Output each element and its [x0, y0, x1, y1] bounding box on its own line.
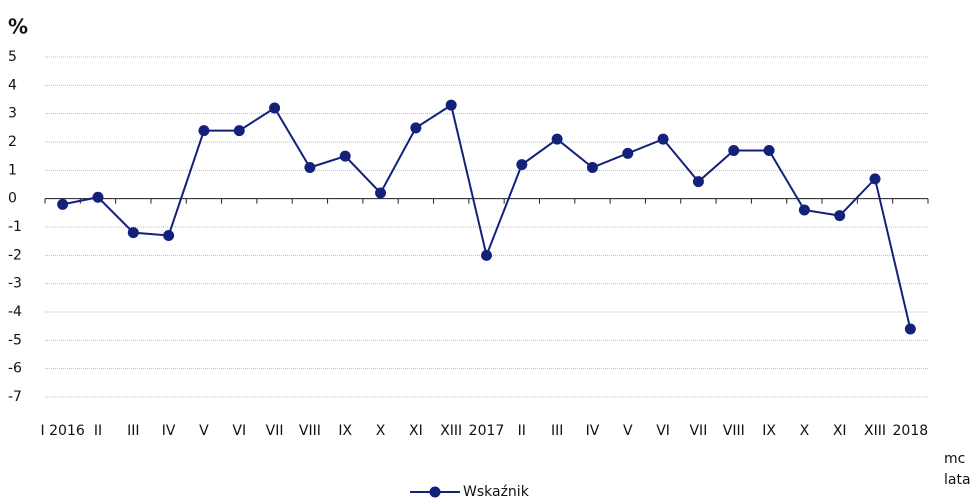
y-tick-label: 1: [8, 162, 17, 178]
point: [445, 99, 457, 111]
x-tick-label: XI: [409, 423, 423, 439]
x-tick-label: IV: [162, 423, 176, 439]
point: [410, 122, 422, 134]
y-tick-label: 0: [8, 191, 17, 207]
point: [622, 147, 634, 159]
x-axis-label: lata: [944, 472, 971, 488]
x-tick-label: XI: [833, 423, 847, 439]
x-tick-label: VI: [656, 423, 670, 439]
point: [798, 204, 810, 216]
x-axis-label: mc: [944, 451, 965, 467]
x-tick-label: I 2016: [41, 423, 85, 439]
point: [92, 191, 104, 203]
y-tick-label: 5: [8, 49, 17, 65]
point: [728, 145, 740, 156]
x-tick-label: II: [94, 423, 102, 439]
point: [692, 176, 704, 188]
y-tick-label: -4: [8, 304, 22, 320]
x-tick-label: VIII: [299, 423, 321, 439]
point: [198, 125, 210, 137]
point: [339, 150, 351, 162]
x-tick-label: VI: [232, 423, 246, 439]
x-tick-label: 2017: [469, 423, 505, 439]
x-tick-label: IV: [586, 423, 600, 439]
x-tick-label: 2018: [893, 423, 929, 439]
y-tick-label: 3: [8, 106, 17, 122]
x-tick-label: V: [623, 423, 633, 439]
x-tick-label: VII: [689, 423, 707, 439]
x-tick-label: VII: [266, 423, 284, 439]
x-tick-label: XIII: [440, 423, 462, 439]
point: [163, 230, 175, 241]
point: [375, 187, 387, 199]
point: [127, 227, 139, 239]
line: [62, 103, 912, 330]
point: [516, 159, 528, 171]
legend-marker: [429, 486, 441, 498]
x-tick-label: III: [127, 423, 139, 439]
point: [657, 133, 669, 145]
point: [304, 162, 316, 173]
y-axis-label: %: [8, 15, 28, 39]
point: [763, 145, 775, 156]
point: [869, 173, 881, 185]
point: [269, 102, 281, 114]
x-tick-label: XIII: [864, 423, 886, 439]
x-tick-label: II: [518, 423, 526, 439]
y-tick-label: -6: [8, 361, 22, 377]
point: [586, 162, 598, 173]
y-tick-label: -2: [8, 247, 22, 263]
point: [904, 323, 916, 335]
x-tick-label: III: [551, 423, 563, 439]
point: [481, 249, 492, 261]
x-tick-label: X: [376, 423, 386, 439]
x-tick-label: X: [800, 423, 810, 439]
y-tick-label: -7: [8, 389, 22, 405]
point: [551, 133, 563, 145]
y-tick-label: -3: [8, 276, 22, 292]
point: [834, 210, 846, 222]
y-tick-label: 2: [8, 134, 17, 150]
x-tick-label: IX: [762, 423, 776, 439]
x-tick-label: IX: [338, 423, 352, 439]
y-tick-label: 4: [8, 77, 17, 93]
point: [233, 125, 245, 137]
x-tick-label: V: [199, 423, 209, 439]
legend-label: Wskaźnik: [463, 484, 530, 500]
y-tick-label: -5: [8, 332, 22, 348]
y-tick-label: -1: [8, 219, 22, 235]
point: [57, 198, 69, 210]
x-tick-label: VIII: [723, 423, 745, 439]
